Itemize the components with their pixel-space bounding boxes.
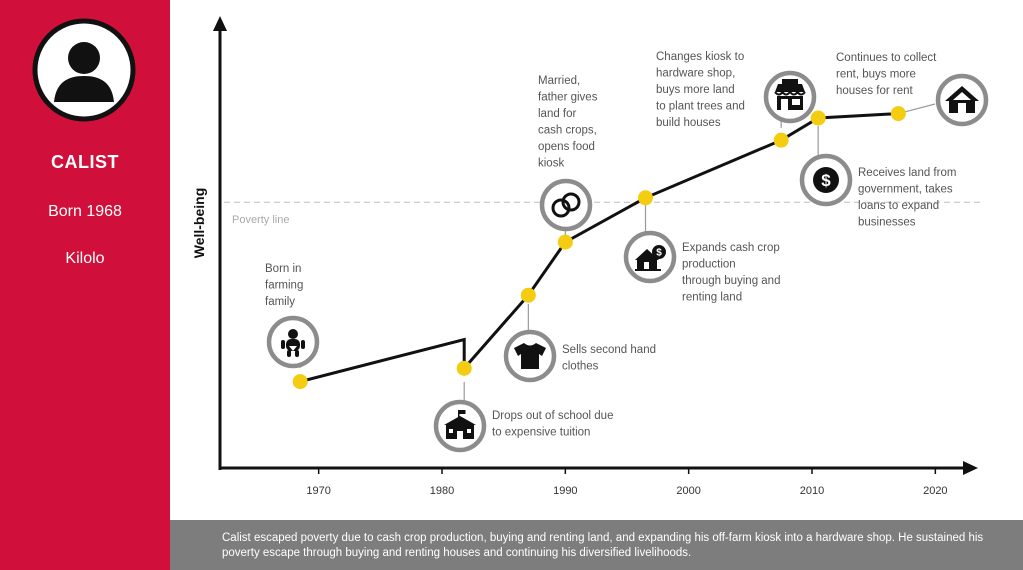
land-money-icon: $ (623, 230, 677, 284)
person-name: CALIST (51, 152, 119, 172)
event-label-line: Married, (538, 75, 580, 87)
house-icon (935, 73, 989, 127)
event-label-line: renting land (682, 292, 742, 304)
profile-sidebar: CALIST Born 1968 Kilolo (0, 0, 170, 570)
x-axis-ticks: 1970 1980 1990 2000 2010 2020 (306, 468, 948, 497)
user-avatar-icon (32, 18, 136, 122)
event-marker-cashcrop (638, 190, 653, 206)
wellbeing-trajectory-line (299, 112, 899, 384)
event-marker-married (557, 234, 573, 250)
school-icon (433, 399, 487, 453)
event-label-line: to plant trees and (656, 101, 745, 113)
event-label-line: rent, buys more (836, 69, 916, 81)
event-label-line: Expands cash crop (682, 242, 780, 254)
x-tick-label: 1990 (553, 485, 577, 497)
x-tick-label: 1980 (430, 485, 454, 497)
event-marker-government (810, 110, 826, 126)
event-annotations: Born in farming family Drops out of school … (265, 51, 956, 439)
event-label-line: land for (538, 108, 577, 120)
event-marker-school (456, 360, 472, 376)
event-label-rent: Continues to collect rent, buys more house… (836, 52, 937, 97)
event-icons: $$ (266, 70, 989, 453)
event-label-line: Born in (265, 263, 301, 275)
home-location: Kilolo (65, 250, 105, 267)
shop-icon (763, 70, 817, 124)
event-label-line: build houses (656, 117, 721, 129)
event-label-line: family (265, 296, 295, 308)
event-label-line: loans to expand (858, 200, 939, 212)
event-label-line: Drops out of school due (492, 410, 613, 422)
x-tick-label: 2020 (923, 485, 947, 497)
event-label-line: production (682, 259, 736, 271)
x-tick-label: 2000 (676, 485, 700, 497)
event-marker-born (292, 374, 308, 390)
event-label-line: clothes (562, 361, 599, 373)
wellbeing-timeline-chart: Well-being 1970 1980 1990 2000 2010 2020 Pove… (191, 16, 989, 497)
event-label-line: father gives (538, 92, 598, 104)
event-label-married: Married, father gives land for cash crops, o… (538, 75, 598, 170)
shirt-icon (503, 329, 557, 383)
event-marker-clothes (520, 287, 536, 303)
event-markers (292, 106, 906, 390)
event-label-government: Receives land from government, takes loans… (858, 167, 956, 229)
event-label-line: hardware shop, (656, 68, 735, 80)
y-axis-label: Well-being (191, 188, 207, 259)
event-label-line: Changes kiosk to (656, 51, 744, 63)
event-label-line: houses for rent (836, 85, 914, 97)
event-label-line: farming (265, 280, 303, 292)
event-label-line: to expensive tuition (492, 427, 590, 439)
svg-text:$: $ (821, 171, 831, 190)
dollar-icon: $ (799, 153, 853, 207)
event-label-line: government, takes (858, 184, 953, 196)
event-label-cashcrop: Expands cash crop production through buyin… (682, 242, 780, 304)
event-label-line: through buying and (682, 275, 780, 287)
summary-text: Calist escaped poverty due to cash crop … (170, 520, 1023, 570)
event-label-clothes: Sells second hand clothes (562, 344, 656, 373)
event-marker-hardware (773, 132, 789, 148)
svg-text:$: $ (656, 248, 662, 259)
event-label-line: Receives land from (858, 167, 956, 179)
event-label-born: Born in farming family (265, 263, 303, 308)
event-label-line: businesses (858, 217, 916, 229)
y-axis-arrow-icon (213, 16, 227, 31)
event-label-line: Continues to collect (836, 52, 937, 64)
x-tick-label: 1970 (306, 485, 330, 497)
event-marker-rent (890, 106, 906, 122)
event-label-line: opens food (538, 141, 595, 153)
event-connectors (299, 103, 936, 404)
birth-year: Born 1968 (48, 203, 122, 220)
event-label-line: kiosk (538, 158, 564, 170)
x-tick-label: 2010 (800, 485, 824, 497)
event-label-line: cash crops, (538, 125, 597, 137)
baby-icon (266, 315, 320, 369)
poverty-line-label: Poverty line (232, 214, 289, 226)
event-label-hardware: Changes kiosk to hardware shop, buys more … (656, 51, 745, 129)
event-label-line: Sells second hand (562, 344, 656, 356)
x-axis-arrow-icon (963, 461, 978, 475)
rings-icon (539, 178, 593, 232)
event-label-line: buys more land (656, 84, 735, 96)
event-label-school: Drops out of school due to expensive tuit… (492, 410, 613, 439)
